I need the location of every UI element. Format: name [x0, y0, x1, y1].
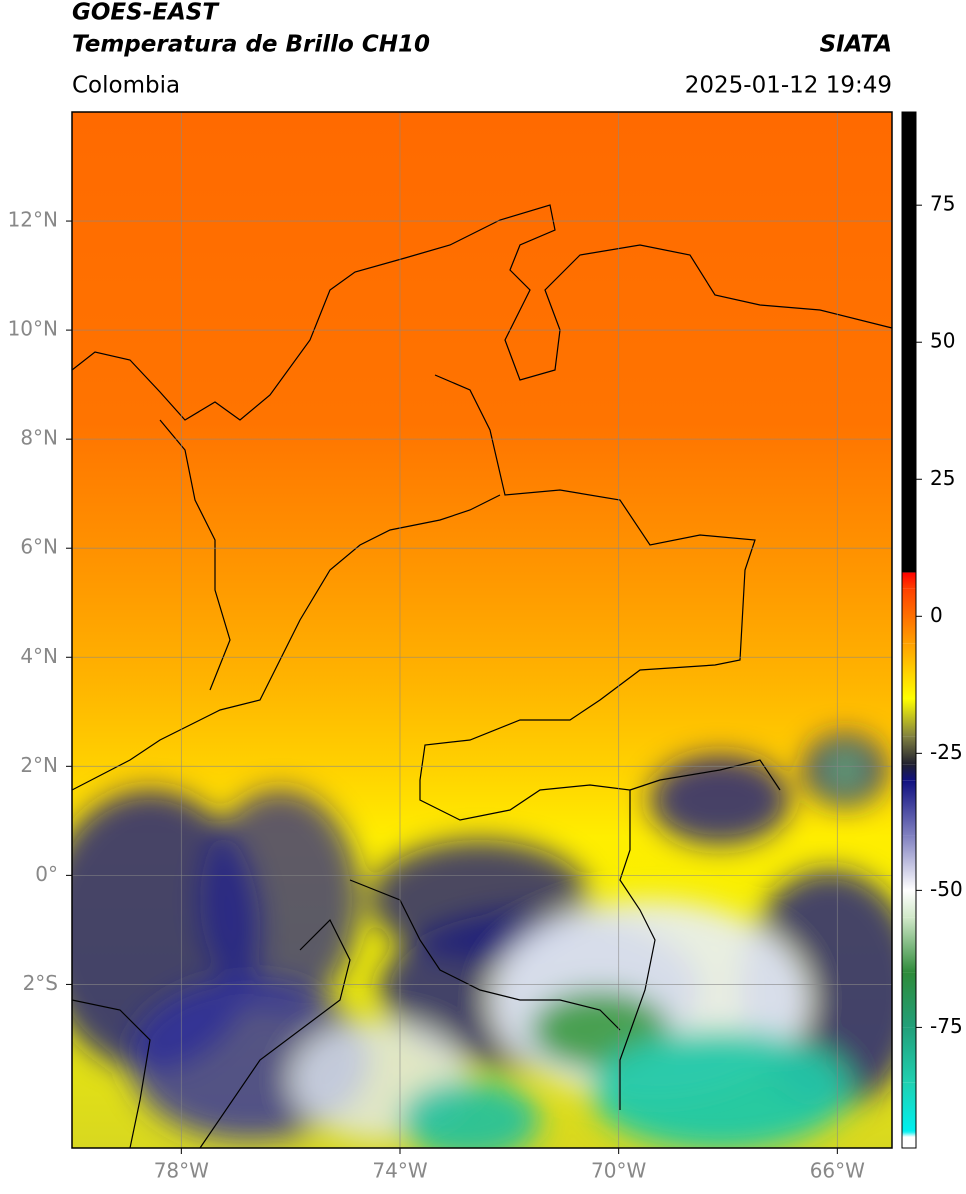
colorbar-segment [902, 1027, 916, 1083]
colorbar-segment [902, 835, 916, 891]
colorbar-segment [902, 112, 916, 573]
colorbar-segment [902, 588, 916, 644]
colorbar-segment [902, 1131, 916, 1138]
colorbar-tick-label: -25 [930, 740, 963, 764]
colorbar-tick-label: -75 [930, 1014, 963, 1038]
colorbar-segment [902, 572, 916, 589]
y-tick-label: 2°S [23, 971, 58, 995]
colorbar-segment [902, 1137, 916, 1148]
timestamp: 2025-01-12 19:49 [685, 73, 892, 99]
title: GOES-EAST [72, 0, 220, 26]
y-tick-label: 12°N [8, 208, 58, 232]
colorbar-tick-label: 75 [930, 192, 955, 216]
y-tick-label: 2°N [20, 753, 58, 777]
colorbar-tick-label: 0 [930, 603, 943, 627]
x-tick-label: 70°W [591, 1159, 646, 1183]
colorbar-segment [902, 698, 916, 737]
source: SIATA [820, 32, 892, 58]
coastlines-borders [72, 204, 892, 1148]
subtitle: Temperatura de Brillo CH10 [72, 32, 430, 58]
satellite-image [72, 112, 892, 1148]
colorbar-segment [902, 643, 916, 699]
y-tick-label: 4°N [20, 644, 58, 668]
region: Colombia [72, 73, 180, 99]
colorbar-frame [901, 111, 917, 1149]
x-tick-label: 66°W [810, 1159, 865, 1183]
colorbar-segment [902, 890, 916, 918]
y-tick-label: 8°N [20, 426, 58, 450]
y-tick-label: 10°N [8, 317, 58, 341]
colorbar-segment [902, 736, 916, 765]
colorbar-tick-label: 25 [930, 466, 955, 490]
colorbar-segment [902, 972, 916, 1028]
map-frame [71, 111, 893, 1149]
x-tick-label: 74°W [372, 1159, 427, 1183]
colorbar-segment [902, 764, 916, 781]
colorbar-segment [902, 1082, 916, 1132]
colorbar-segment [902, 917, 916, 973]
colorbar-tick-label: 50 [930, 329, 955, 353]
colorbar-tick-label: -50 [930, 877, 963, 901]
y-tick-label: 0° [35, 862, 58, 886]
x-tick-label: 78°W [154, 1159, 209, 1183]
colorbar-segment [902, 780, 916, 836]
y-tick-label: 6°N [20, 535, 58, 559]
